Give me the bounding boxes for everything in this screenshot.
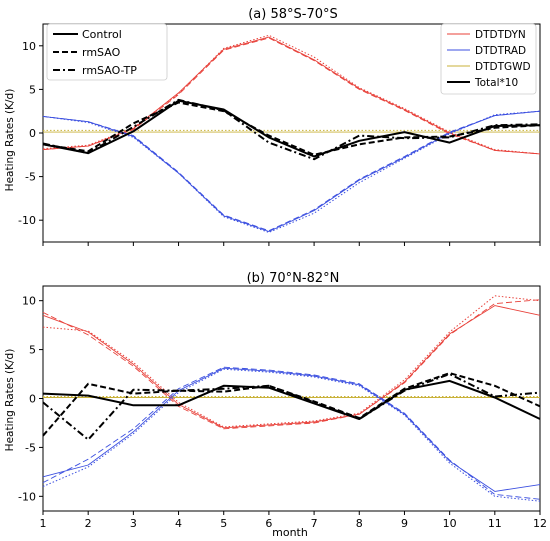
series-total-dashdot-line [42, 373, 541, 441]
panel-a: (a) 58°S-70°S -10 -5 0 5 10 Heating Rates (K… [4, 7, 541, 246]
series-dyn-dashed-line [42, 37, 541, 155]
series-dyn-solid-line [42, 305, 541, 429]
x-tick-label: 11 [488, 517, 502, 530]
panel-a-plot: -10 -5 0 5 10 [18, 23, 541, 246]
legend-rmsao-tp-label: rmSAO-TP [82, 64, 137, 77]
series-total-solid-line [42, 379, 541, 420]
x-tick-label: 6 [265, 517, 272, 530]
series-rad-dashed-line [42, 110, 541, 232]
x-tick-label: 4 [175, 517, 182, 530]
panel-a-ylabel: Heating Rates (K/d) [4, 89, 16, 192]
series-rad-dotted-line [42, 368, 541, 502]
panel-a-title: (a) 58°S-70°S [248, 7, 338, 22]
y-tick-label: 5 [29, 83, 36, 96]
legend-variables: DTDTDYN DTDTRAD DTDTGWD Total*10 [440, 23, 537, 95]
x-tick-label: 12 [533, 517, 547, 530]
x-tick-label: 3 [130, 517, 137, 530]
panel-b-title: (b) 70°N-82°N [247, 271, 340, 286]
legend-dtdtdyn-label: DTDTDYN [475, 29, 526, 41]
legend-dtdtgwd-label: DTDTGWD [475, 61, 531, 73]
legend-total-label: Total*10 [474, 77, 518, 89]
series-dyn-dotted-line [42, 295, 541, 428]
y-tick-label: 0 [29, 393, 36, 406]
y-tick-label: -10 [18, 490, 36, 503]
x-tick-label: 2 [85, 517, 92, 530]
series-total-solid-line [42, 99, 541, 158]
x-axis-label: month [272, 526, 308, 539]
x-tick-label: 5 [220, 517, 227, 530]
y-tick-label: 10 [22, 40, 36, 53]
y-tick-label: -5 [25, 171, 36, 184]
series-rad-dashed-line [42, 366, 541, 500]
y-tick-label: -5 [25, 441, 36, 454]
panel-b-ylabel: Heating Rates (K/d) [4, 349, 16, 452]
x-tick-label: 9 [401, 517, 408, 530]
x-tick-label: 10 [443, 517, 457, 530]
series-total-dashdot-line [42, 98, 541, 161]
legend-dtdtrad-label: DTDTRAD [475, 45, 526, 57]
legend-variables-frame [440, 23, 537, 95]
y-tick-label: 5 [29, 344, 36, 357]
y-tick-label: 0 [29, 127, 36, 140]
series-total-dashed-line [42, 101, 541, 156]
x-tick-label: 8 [356, 517, 363, 530]
series-dyn-dashed-line [42, 299, 541, 430]
y-tick-label: 10 [22, 295, 36, 308]
x-tick-label: 1 [40, 517, 47, 530]
legend-line-styles: Control rmSAO rmSAO-TP [46, 23, 168, 81]
x-tick-label: 7 [311, 517, 318, 530]
legend-rmsao-label: rmSAO [82, 46, 121, 59]
legend-control-label: Control [82, 28, 122, 41]
legend-line-styles-frame [46, 23, 168, 81]
y-tick-label: -10 [18, 214, 36, 227]
